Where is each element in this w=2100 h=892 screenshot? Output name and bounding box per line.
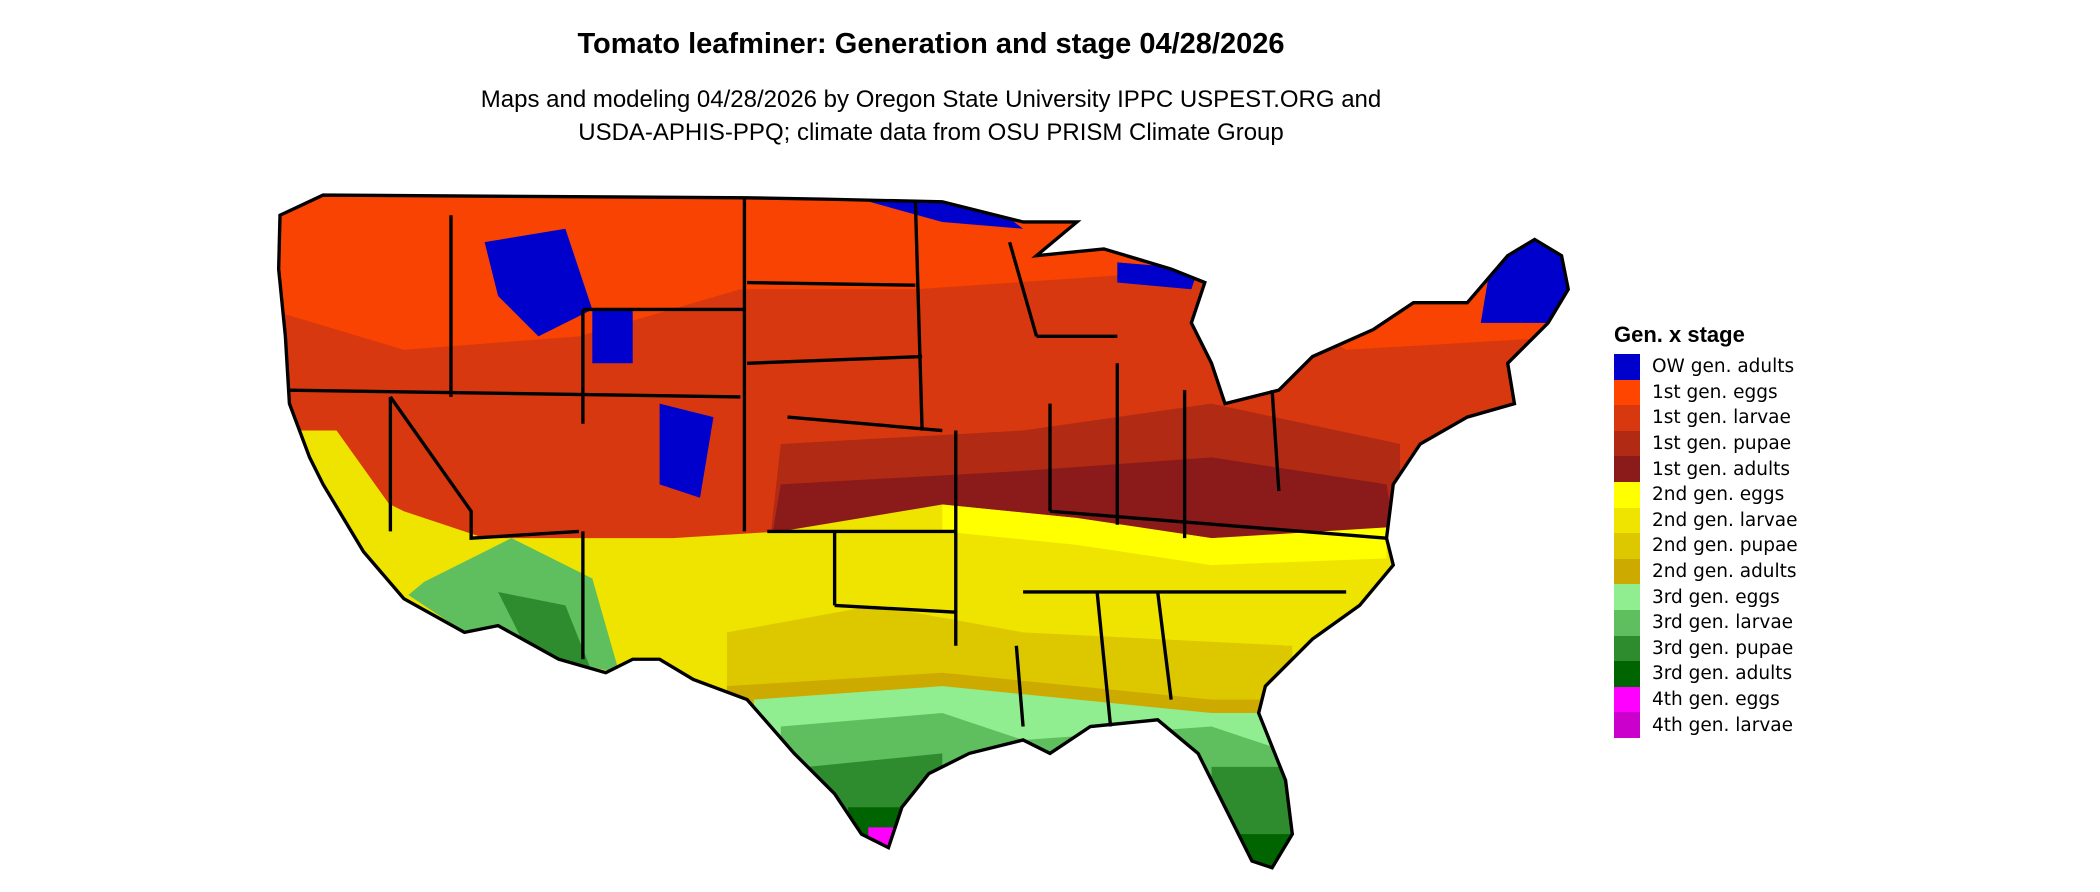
legend-item: 3rd gen. larvae: [1614, 609, 1798, 636]
legend-swatch: [1614, 686, 1640, 713]
legend-label: 2nd gen. pupae: [1652, 535, 1798, 557]
legend-swatch: [1614, 712, 1640, 738]
legend-label: OW gen. adults: [1652, 356, 1795, 378]
legend-label: 4th gen. eggs: [1652, 689, 1780, 711]
legend-swatch: [1614, 430, 1640, 457]
legend-swatch: [1614, 558, 1640, 585]
zone-3rd-adults: [848, 807, 1293, 868]
legend-swatch: [1614, 481, 1640, 508]
legend-label: 1st gen. adults: [1652, 458, 1790, 480]
legend-item: 1st gen. eggs: [1614, 379, 1798, 406]
legend-label: 3rd gen. eggs: [1652, 586, 1780, 608]
legend-label: 1st gen. pupae: [1652, 433, 1792, 455]
map-subtitle-line1: Maps and modeling 04/28/2026 by Oregon S…: [480, 86, 1382, 113]
legend-swatch: [1614, 405, 1640, 431]
legend-label: 2nd gen. larvae: [1652, 509, 1798, 531]
legend-swatch: [1614, 635, 1640, 662]
zone-california-yellow: [289, 430, 445, 599]
legend-item: 1st gen. pupae: [1614, 430, 1798, 457]
legend-item: 2nd gen. larvae: [1614, 507, 1798, 534]
legend-swatch: [1614, 379, 1640, 406]
zone-southwest-dark: [498, 591, 593, 673]
legend-item: 4th gen. larvae: [1614, 712, 1798, 738]
map-subtitle-line2: USDA-APHIS-PPQ; climate data from OSU PR…: [578, 119, 1284, 146]
legend-label: 3rd gen. larvae: [1652, 612, 1794, 634]
zone-ow-mountains: [484, 228, 714, 498]
legend-swatch: [1614, 661, 1640, 687]
legend-label: 4th gen. larvae: [1652, 714, 1793, 736]
legend-swatch: [1614, 584, 1640, 610]
legend-items: OW gen. adults 1st gen. eggs 1st gen. larv…: [1614, 354, 1798, 738]
legend-swatch: [1614, 533, 1640, 559]
legend-item: 3rd gen. adults: [1614, 661, 1798, 687]
legend-title: Gen. x stage: [1614, 322, 1745, 347]
zone-ow-north: [821, 195, 1569, 323]
legend-label: 3rd gen. pupae: [1652, 637, 1794, 659]
legend-swatch: [1614, 354, 1640, 380]
legend-swatch: [1614, 456, 1640, 482]
state-boundaries: [276, 193, 1570, 870]
legend-label: 1st gen. eggs: [1652, 381, 1778, 403]
legend-item: 2nd gen. eggs: [1614, 481, 1798, 508]
legend-item: 2nd gen. pupae: [1614, 533, 1798, 559]
legend-swatch: [1614, 609, 1640, 636]
legend-item: 1st gen. adults: [1614, 456, 1798, 482]
legend-item: OW gen. adults: [1614, 354, 1798, 380]
legend-label: 3rd gen. adults: [1652, 663, 1793, 685]
legend: Gen. x stage OW gen. adults 1st gen. eggs…: [1614, 322, 1798, 738]
legend-item: 3rd gen. eggs: [1614, 584, 1798, 610]
legend-item: 3rd gen. pupae: [1614, 635, 1798, 662]
legend-item: 1st gen. larvae: [1614, 405, 1798, 431]
legend-item: 4th gen. eggs: [1614, 686, 1798, 713]
zone-2nd-eggs: [942, 504, 1387, 566]
legend-label: 2nd gen. adults: [1652, 561, 1797, 583]
legend-label: 1st gen. larvae: [1652, 407, 1791, 429]
map-title: Tomato leafminer: Generation and stage 0…: [577, 28, 1285, 60]
legend-swatch: [1614, 507, 1640, 534]
legend-item: 2nd gen. adults: [1614, 558, 1798, 585]
legend-label: 2nd gen. eggs: [1652, 484, 1785, 506]
